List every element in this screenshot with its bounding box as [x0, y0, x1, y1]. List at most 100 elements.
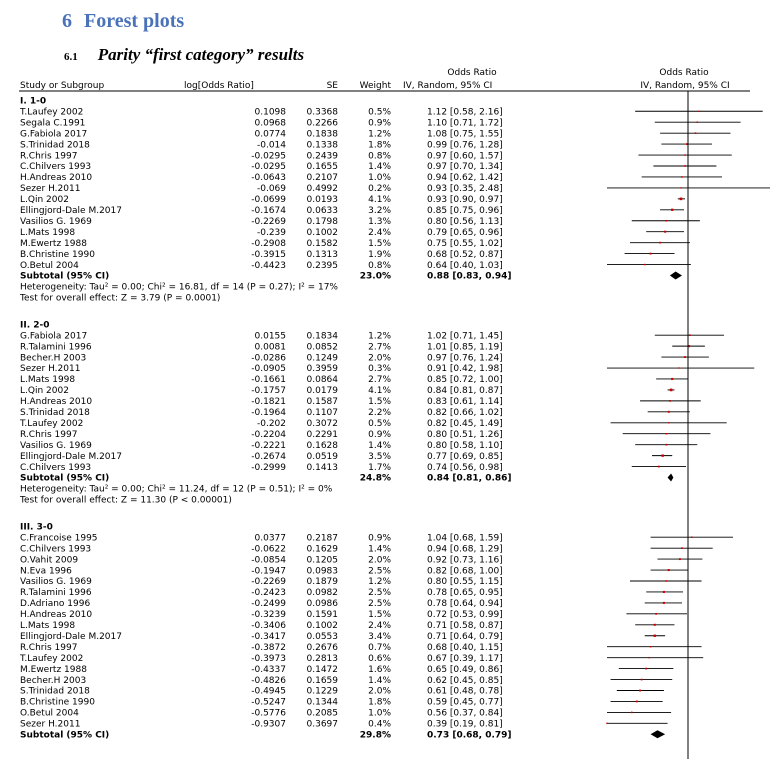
- weight-value: 0.8%: [368, 261, 391, 271]
- study-marker: [684, 154, 686, 156]
- se-value: 0.1838: [307, 129, 339, 139]
- study-name: N.Eva 1996: [20, 566, 72, 576]
- weight-value: 1.4%: [368, 162, 391, 172]
- logor-value: -0.0286: [251, 353, 286, 363]
- ci-value: 0.80 [0.55, 1.15]: [427, 577, 503, 587]
- subtotal-label: Subtotal (95% CI): [20, 474, 109, 484]
- se-value: 0.1107: [307, 408, 339, 418]
- ci-value: 0.93 [0.90, 0.97]: [427, 195, 503, 205]
- logor-value: -0.3406: [251, 621, 286, 631]
- weight-value: 2.5%: [368, 599, 391, 609]
- study-name: Sezer H.2011: [20, 720, 80, 730]
- ci-value: 0.93 [0.35, 2.48]: [427, 184, 503, 194]
- study-name: D.Adriano 1996: [20, 599, 90, 609]
- study-name: T.Laufey 2002: [19, 654, 83, 664]
- logor-value: -0.4945: [251, 687, 286, 697]
- weight-value: 1.3%: [368, 217, 391, 227]
- logor-value: -0.5247: [251, 698, 286, 708]
- logor-value: -0.9307: [251, 720, 286, 730]
- study-name: Becher.H 2003: [20, 676, 86, 686]
- study-name: R.Talamini 1996: [20, 342, 92, 352]
- study-name: M.Ewertz 1988: [20, 239, 87, 249]
- study-marker: [669, 388, 673, 392]
- study-name: Ellingjord-Dale M.2017: [20, 632, 122, 642]
- weight-value: 3.4%: [368, 632, 391, 642]
- weight-value: 2.7%: [368, 375, 391, 385]
- logor-value: -0.0643: [251, 173, 286, 183]
- study-marker: [681, 176, 683, 178]
- weight-value: 2.0%: [368, 353, 391, 363]
- logor-value: 0.0081: [255, 342, 287, 352]
- ci-value: 0.62 [0.45, 0.85]: [427, 676, 503, 686]
- se-value: 0.1628: [307, 441, 339, 451]
- subtotal-weight: 29.8%: [360, 731, 391, 741]
- se-value: 0.1472: [307, 665, 339, 675]
- weight-value: 0.4%: [368, 720, 391, 730]
- logor-value: -0.2269: [251, 577, 286, 587]
- group-label: II. 2-0: [20, 320, 50, 330]
- se-value: 0.2395: [307, 261, 339, 271]
- weight-value: 2.2%: [368, 408, 391, 418]
- weight-value: 2.0%: [368, 555, 391, 565]
- weight-value: 1.2%: [368, 577, 391, 587]
- study-name: S.Trinidad 2018: [20, 687, 90, 697]
- ci-value: 1.10 [0.71, 1.72]: [427, 118, 503, 128]
- se-value: 0.1834: [307, 331, 339, 341]
- ci-value: 0.80 [0.58, 1.10]: [427, 441, 503, 451]
- weight-value: 0.7%: [368, 643, 391, 653]
- study-marker: [684, 165, 686, 167]
- ci-value: 0.74 [0.56, 0.98]: [427, 463, 503, 473]
- ci-value: 0.94 [0.68, 1.29]: [427, 544, 503, 554]
- logor-value: -0.069: [257, 184, 286, 194]
- logor-value: -0.2999: [251, 463, 286, 473]
- study-marker: [643, 263, 646, 266]
- logor-value: -0.014: [257, 140, 286, 150]
- study-name: C.Chilvers 1993: [20, 544, 91, 554]
- logor-value: -0.0295: [251, 162, 286, 172]
- ci-value: 0.80 [0.51, 1.26]: [427, 430, 503, 440]
- weight-value: 1.5%: [368, 239, 391, 249]
- se-value: 0.2439: [307, 151, 339, 161]
- weight-value: 2.5%: [368, 566, 391, 576]
- se-value: 0.0986: [307, 599, 339, 609]
- logor-value: -0.239: [257, 228, 286, 238]
- se-value: 0.0982: [307, 588, 339, 598]
- weight-value: 0.9%: [368, 430, 391, 440]
- ci-value: 0.68 [0.40, 1.15]: [427, 643, 503, 653]
- section-title: Forest plots: [84, 10, 185, 32]
- ci-value: 0.77 [0.69, 0.85]: [427, 452, 503, 462]
- se-value: 0.0852: [307, 342, 339, 352]
- logor-value: -0.1964: [251, 408, 286, 418]
- group-label: III. 3-0: [20, 522, 53, 532]
- col-header-or-sub: IV, Random, 95% CI: [403, 81, 492, 91]
- study-marker: [667, 569, 670, 572]
- se-value: 0.3959: [307, 364, 339, 374]
- se-value: 0.1002: [307, 621, 339, 631]
- study-name: Sezer H.2011: [20, 364, 80, 374]
- se-value: 0.1629: [307, 544, 339, 554]
- se-value: 0.1413: [307, 463, 339, 473]
- ci-value: 0.91 [0.42, 1.98]: [427, 364, 503, 374]
- logor-value: -0.2908: [251, 239, 286, 249]
- weight-value: 0.6%: [368, 654, 391, 664]
- section-heading: 6 Forest plots: [62, 10, 184, 33]
- ci-value: 0.97 [0.70, 1.34]: [427, 162, 503, 172]
- subtotal-label: Subtotal (95% CI): [20, 272, 109, 282]
- logor-value: -0.1821: [251, 397, 286, 407]
- logor-value: 0.0774: [255, 129, 287, 139]
- heterogeneity-text: Heterogeneity: Tau² = 0.00; Chi² = 11.24…: [20, 485, 333, 495]
- study-name: Ellingjord-Dale M.2017: [20, 206, 122, 216]
- se-value: 0.1582: [307, 239, 339, 249]
- study-name: H.Andreas 2010: [20, 610, 92, 620]
- ci-value: 0.59 [0.45, 0.77]: [427, 698, 503, 708]
- col-header-plot-title: Odds Ratio: [659, 68, 709, 78]
- weight-value: 2.4%: [368, 621, 391, 631]
- study-name: O.Vahit 2009: [20, 555, 78, 565]
- study-marker: [640, 678, 643, 681]
- study-marker: [653, 634, 656, 637]
- study-name: Vasilios G. 1969: [20, 217, 92, 227]
- weight-value: 0.2%: [368, 184, 391, 194]
- ci-value: 0.71 [0.64, 0.79]: [427, 632, 503, 642]
- logor-value: -0.2499: [251, 599, 286, 609]
